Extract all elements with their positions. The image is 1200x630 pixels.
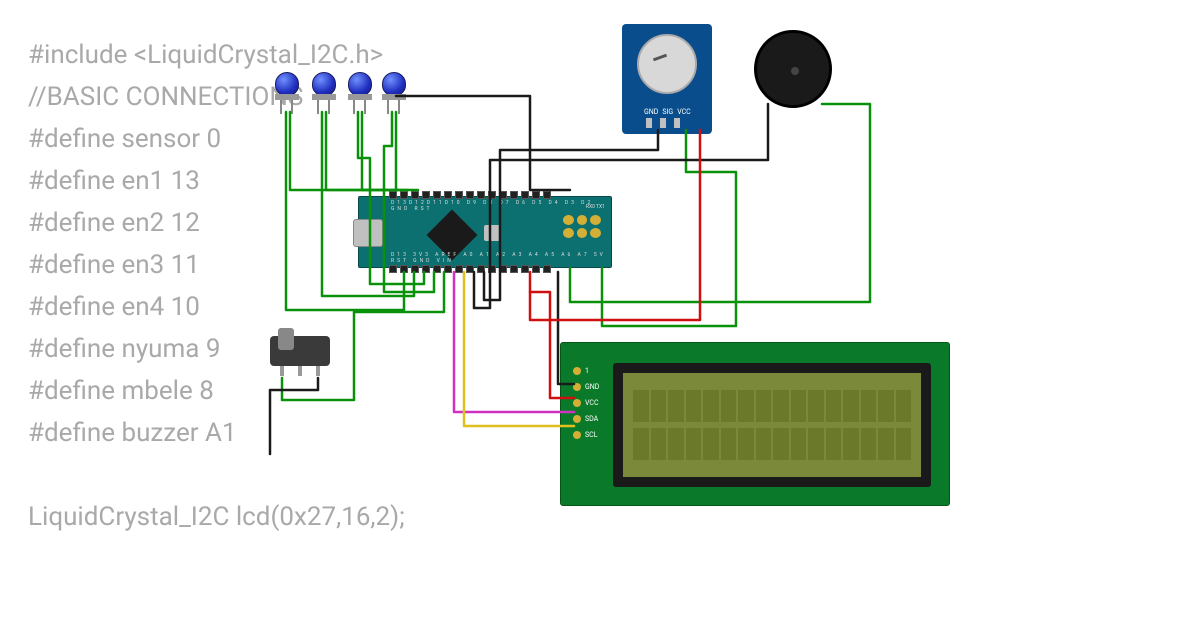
sensor-pins <box>646 118 680 128</box>
arduino-usb <box>353 219 383 247</box>
lcd-display <box>623 373 921 477</box>
led <box>348 72 374 112</box>
arduino-top-pins <box>389 191 551 199</box>
arduino-top-labels: D13D12D11D10 D9 D8 D7 D6 D5 D4 D3 D2 GND… <box>391 200 611 212</box>
buzzer <box>754 30 832 108</box>
arduino-right-labels: RX0 TX1 <box>586 204 605 210</box>
arduino-nano: D13D12D11D10 D9 D8 D7 D6 D5 D4 D3 D2 GND… <box>358 196 612 268</box>
arduino-icsp-pads <box>563 215 601 251</box>
potentiometer-module: GNDSIGVCC <box>622 24 712 134</box>
arduino-bottom-labels: D13 3V3 AREF A0 A1 A2 A3 A4 A5 A6 A7 5V … <box>391 252 611 264</box>
lcd-1602-module: 1GNDVCCSDASCL <box>560 342 950 506</box>
arduino-bottom-pins <box>389 265 551 273</box>
arduino-reset-button <box>484 225 500 241</box>
lcd-bezel <box>613 363 931 487</box>
switch-handle <box>278 328 294 350</box>
switch-pins <box>280 366 320 376</box>
led <box>312 72 338 112</box>
potentiometer-knob <box>637 34 697 94</box>
led <box>382 72 408 112</box>
slide-switch <box>270 336 330 366</box>
circuit-diagram: D13D12D11D10 D9 D8 D7 D6 D5 D4 D3 D2 GND… <box>0 0 1200 630</box>
lcd-pins: 1GNDVCCSDASCL <box>573 367 599 439</box>
sensor-pin-labels: GNDSIGVCC <box>644 108 691 116</box>
led <box>275 72 301 112</box>
